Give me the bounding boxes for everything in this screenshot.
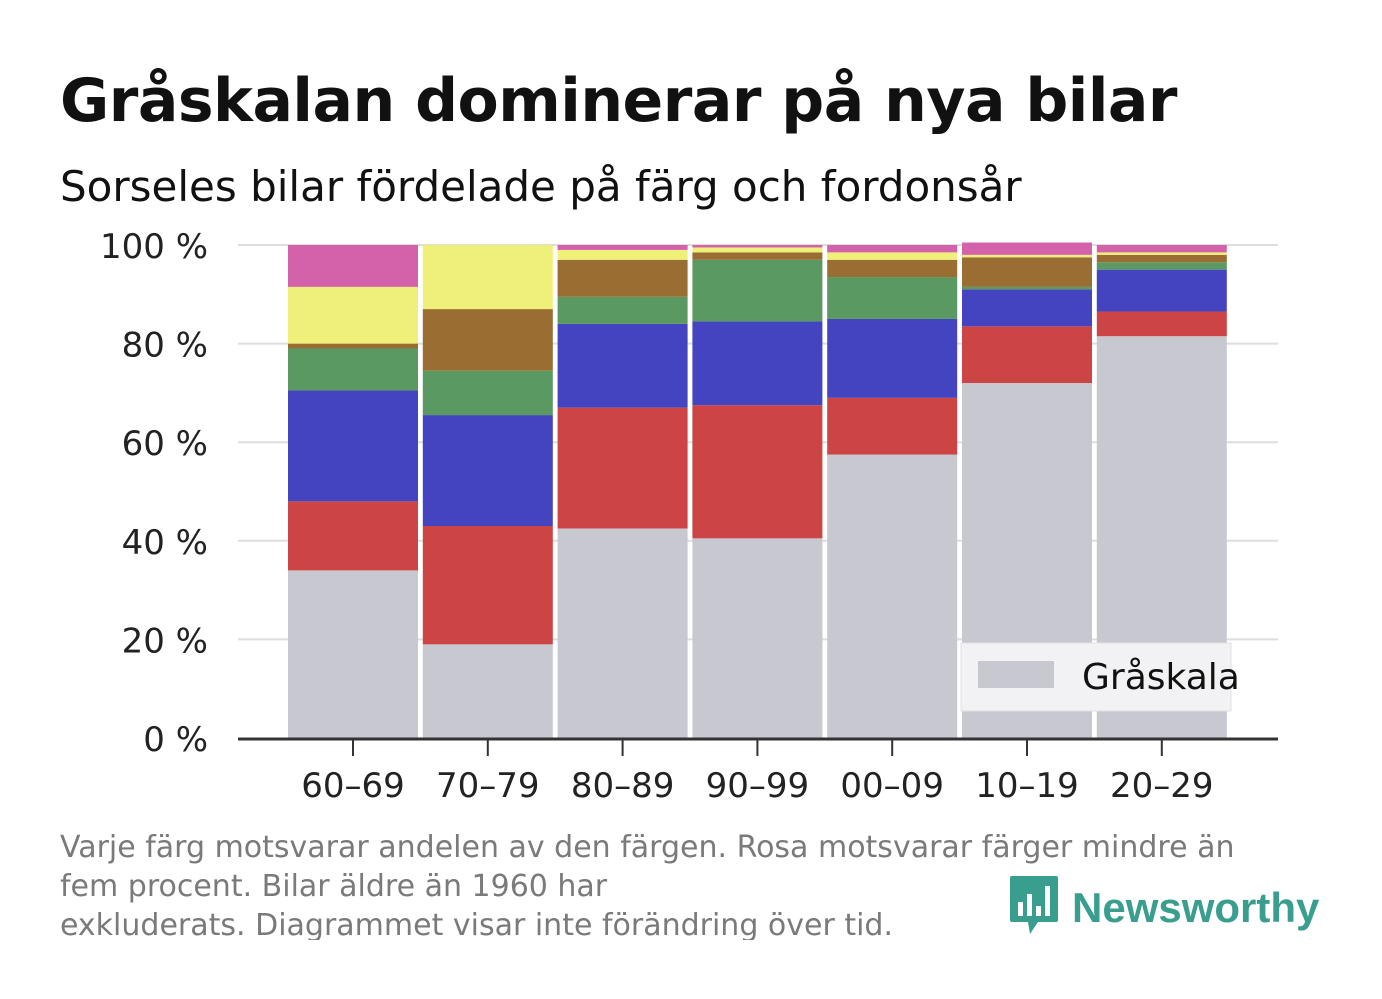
legend: Gråskala xyxy=(960,642,1240,712)
bar-segment xyxy=(827,259,958,278)
bar-segment xyxy=(288,286,418,344)
y-tick-label: 20 % xyxy=(122,621,208,661)
y-axis-ticks: 0 % 20 % 40 % 60 % 80 % 100 % xyxy=(100,227,208,760)
bar-segment xyxy=(288,390,418,502)
bar-segment xyxy=(827,318,958,398)
y-tick-label: 40 % xyxy=(122,523,208,563)
bar-segment xyxy=(692,245,823,248)
y-tick-label: 0 % xyxy=(143,720,208,760)
bar-segment xyxy=(692,321,823,406)
x-tick-label: 10–19 xyxy=(975,766,1079,806)
chart-subtitle: Sorseles bilar fördelade på färg och for… xyxy=(60,162,1022,211)
footnote-line-1: Varje färg motsvarar andelen av den färg… xyxy=(60,830,1235,865)
bar-segment xyxy=(962,286,1092,290)
bar-segment xyxy=(692,252,823,260)
brand-logo: Newsworthy xyxy=(1008,876,1319,940)
bar-segment xyxy=(827,454,958,738)
bar-segment xyxy=(288,348,418,391)
bar-segment xyxy=(962,254,1092,258)
x-tick-label: 00–09 xyxy=(840,766,944,806)
bar-segment xyxy=(422,309,553,371)
footnote-line-3: exkluderats. Diagrammet visar inte förän… xyxy=(60,908,894,940)
bar-chart-speech-bubble-icon xyxy=(1008,874,1060,942)
bar-segment xyxy=(827,397,958,455)
bar-segment xyxy=(1096,252,1227,255)
x-tick-label: 20–29 xyxy=(1110,766,1214,806)
bar-segment xyxy=(692,247,823,253)
brand-name: Newsworthy xyxy=(1072,884,1320,931)
x-tick-label: 70–79 xyxy=(436,766,540,806)
bar-segment xyxy=(827,245,958,253)
bar-segment xyxy=(827,252,958,260)
x-tick-label: 60–69 xyxy=(301,766,405,806)
bar-segment xyxy=(692,259,823,322)
chart-title: Gråskalan dominerar på nya bilar xyxy=(60,66,1178,136)
bar-segment xyxy=(288,501,418,571)
bar-segment xyxy=(1096,254,1227,263)
bar-segment xyxy=(962,242,1092,255)
bar-segment xyxy=(557,407,688,529)
bar-segment xyxy=(962,326,1092,384)
bar-segment xyxy=(422,370,553,416)
bar-segment xyxy=(422,526,553,645)
bar-segment xyxy=(288,343,418,349)
bar-segment xyxy=(288,245,418,287)
x-tick-label: 80–89 xyxy=(571,766,675,806)
bar-segment xyxy=(557,245,688,250)
legend-label-graskala: Gråskala xyxy=(1082,657,1240,698)
bar-segment xyxy=(557,323,688,408)
bar-segment xyxy=(422,644,553,738)
legend-swatch-graskala xyxy=(978,661,1054,688)
bar-segment xyxy=(422,415,553,527)
x-tick-label: 90–99 xyxy=(706,766,810,806)
footnote-line-2: fem procent. Bilar äldre än 1960 har xyxy=(60,869,608,904)
bar-segment xyxy=(962,257,1092,287)
bar-segment xyxy=(557,249,688,260)
bar-segment xyxy=(1096,245,1227,253)
bar-segment xyxy=(557,296,688,324)
bar-segment xyxy=(1096,262,1227,270)
y-tick-label: 100 % xyxy=(100,227,208,267)
y-tick-label: 60 % xyxy=(122,424,208,464)
bar-segment xyxy=(1096,311,1227,337)
bar-segment xyxy=(827,277,958,319)
bar-segment xyxy=(692,405,823,539)
y-tick-label: 80 % xyxy=(122,326,208,366)
bar-segment xyxy=(962,289,1092,327)
bar-segment xyxy=(1096,269,1227,312)
bar-segment xyxy=(557,259,688,297)
bar-segment xyxy=(288,570,418,738)
x-axis-ticks: 60–69 70–79 80–89 90–99 00–09 10–19 20–29 xyxy=(301,739,1214,806)
bar-segment xyxy=(557,528,688,738)
bar-segment xyxy=(692,538,823,738)
bar-segment xyxy=(422,245,553,310)
footnote: Varje färg motsvarar andelen av den färg… xyxy=(60,828,1300,940)
